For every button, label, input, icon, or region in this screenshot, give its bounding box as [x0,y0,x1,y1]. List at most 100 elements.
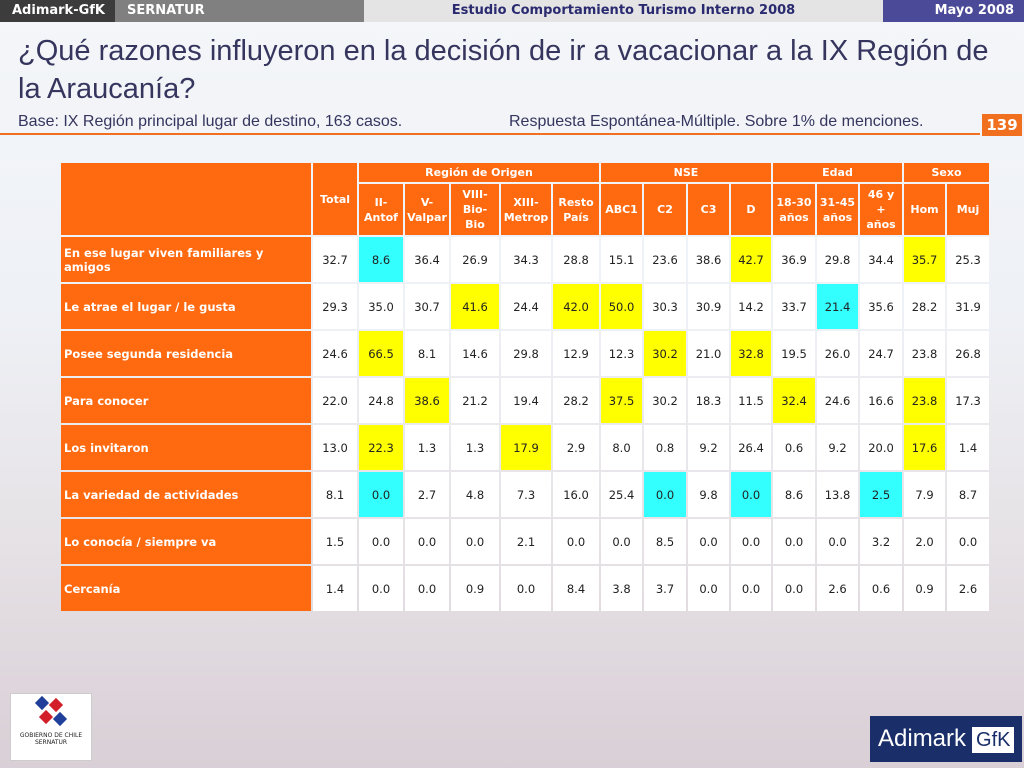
cell: 1.3 [451,425,499,470]
cell: 28.2 [904,284,945,329]
company-name: Adimark [878,725,967,752]
cell: 0.0 [405,519,449,564]
base: Base: IX Región principal lugar de desti… [18,113,403,130]
cell: 26.8 [947,331,989,376]
column-header: ABC1 [601,184,642,235]
cell: 0.0 [731,519,771,564]
data-row: Cercanía 1.4 0.0 0.0 0.9 0.0 8.4 3.8 3.7 0.0 0.0 0.… [61,566,989,611]
data-row: En ese lugar viven familiares y amigos 32… [61,237,989,282]
cell: 2.5 [860,472,902,517]
page-number: 139 [982,114,1022,136]
cell: 22.0 [313,378,357,423]
cell: 23.8 [904,378,945,423]
cell: 24.8 [359,378,403,423]
cell: 4.8 [451,472,499,517]
row-label: Lo conocía / siempre va [61,519,311,564]
cell: 19.4 [501,378,551,423]
cell: 3.2 [860,519,902,564]
cell: 38.6 [688,237,729,282]
cell: 50.0 [601,284,642,329]
date: Mayo 2008 [883,0,1024,22]
client: SERNATUR [115,0,364,22]
cell: 20.0 [860,425,902,470]
cell: 26.4 [731,425,771,470]
column-header: VIII- Bio- Bio [451,184,499,235]
cell: 13.8 [817,472,858,517]
cell: 26.0 [817,331,858,376]
cell: 8.0 [601,425,642,470]
cell: 1.5 [313,519,357,564]
cell: 0.0 [359,472,403,517]
cell: 2.1 [501,519,551,564]
rule [0,133,980,135]
cell: 22.3 [359,425,403,470]
cell: 34.3 [501,237,551,282]
company-logo: Adimark GfK [870,716,1022,762]
cell: 38.6 [405,378,449,423]
group-header: NSE [601,163,771,182]
cell: 0.0 [731,566,771,611]
gov-text: GOBIERNO DE CHILE [19,732,83,739]
data-row: Posee segunda residencia 24.6 66.5 8.1 14.6 2… [61,331,989,376]
cell: 16.6 [860,378,902,423]
cell: 35.6 [860,284,902,329]
cell: 0.6 [773,425,815,470]
cell: 8.4 [553,566,599,611]
cell: 24.6 [817,378,858,423]
row-label: Los invitaron [61,425,311,470]
cell: 17.6 [904,425,945,470]
cell: 16.0 [553,472,599,517]
cell: 3.7 [644,566,686,611]
cell: 37.5 [601,378,642,423]
cell: 7.3 [501,472,551,517]
row-label: Para conocer [61,378,311,423]
column-header: V- Valpar [405,184,449,235]
group-header: Región de Origen [359,163,599,182]
column-header: D [731,184,771,235]
cell: 21.4 [817,284,858,329]
cell: 32.8 [731,331,771,376]
cell: 9.2 [688,425,729,470]
column-header: II- Antof [359,184,403,235]
cell: 13.0 [313,425,357,470]
column-header: Total [313,163,357,235]
cell: 0.0 [405,566,449,611]
cell: 0.0 [359,519,403,564]
cell: 30.2 [644,378,686,423]
data-row: Le atrae el lugar / le gusta 29.3 35.0 30.7… [61,284,989,329]
cell: 1.4 [313,566,357,611]
cell: 19.5 [773,331,815,376]
row-label: Le atrae el lugar / le gusta [61,284,311,329]
column-header: C2 [644,184,686,235]
cell: 18.3 [688,378,729,423]
cell: 0.0 [644,472,686,517]
cell: 0.9 [451,566,499,611]
group-header: Sexo [904,163,989,182]
cell: 12.3 [601,331,642,376]
cell: 7.9 [904,472,945,517]
cell: 35.7 [904,237,945,282]
cell: 8.1 [405,331,449,376]
cell: 8.1 [313,472,357,517]
cell: 29.8 [817,237,858,282]
cell: 8.6 [359,237,403,282]
cell: 1.3 [405,425,449,470]
cell: 0.9 [904,566,945,611]
cell: 21.2 [451,378,499,423]
cell: 30.3 [644,284,686,329]
company-suffix: GfK [972,727,1015,753]
row-label: En ese lugar viven familiares y amigos [61,237,311,282]
cell: 0.0 [773,519,815,564]
cell: 9.8 [688,472,729,517]
cell: 23.8 [904,331,945,376]
cell: 2.7 [405,472,449,517]
cell: 0.0 [501,566,551,611]
cell: 2.0 [904,519,945,564]
cell: 2.9 [553,425,599,470]
cell: 25.3 [947,237,989,282]
row-label: Cercanía [61,566,311,611]
cell: 33.7 [773,284,815,329]
data-row: La variedad de actividades 8.1 0.0 2.7 4.8 7.… [61,472,989,517]
cell: 24.7 [860,331,902,376]
